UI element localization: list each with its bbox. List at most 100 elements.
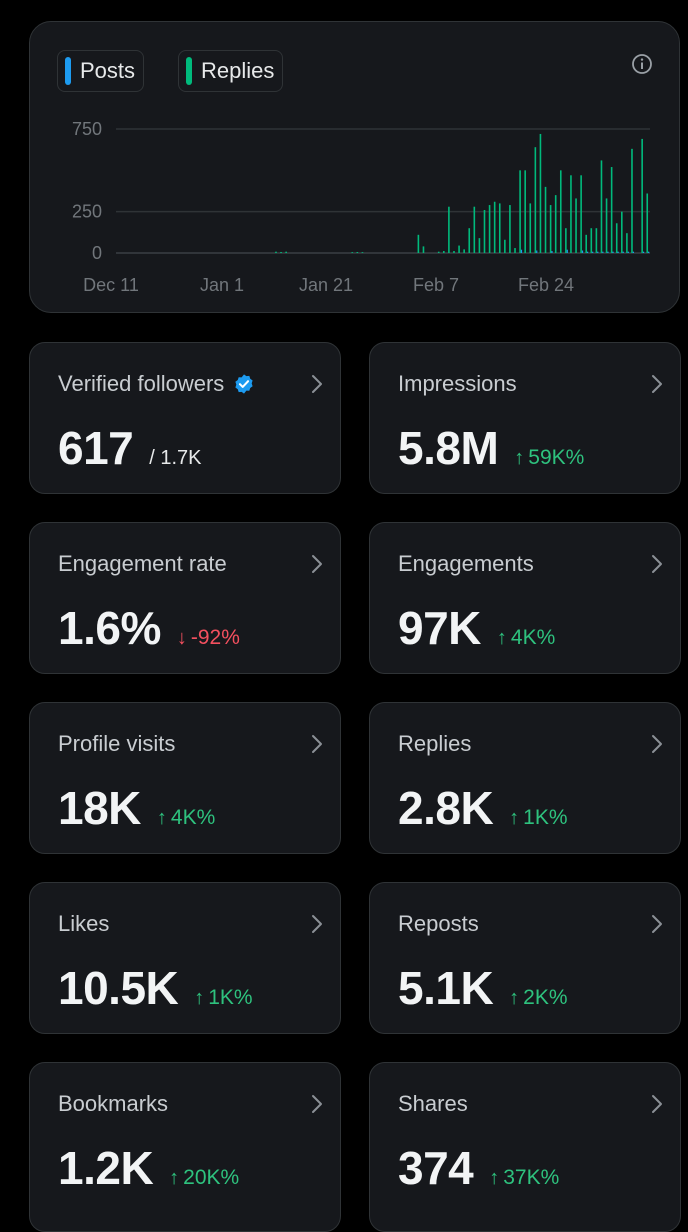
legend-posts-toggle[interactable]: Posts: [57, 50, 145, 92]
metric-change-text: -92%: [190, 626, 240, 649]
metric-change-text: 1K%: [523, 806, 568, 829]
metric-label-text: Likes: [58, 911, 110, 936]
chevron-right-icon[interactable]: [650, 1093, 664, 1115]
legend-posts-label: Posts: [80, 58, 136, 83]
x-tick-label: Dec 11: [83, 275, 139, 295]
metric-change-text: 4K%: [510, 626, 556, 649]
chevron-right-icon[interactable]: [310, 553, 324, 575]
metric-card-profile-visits[interactable]: Profile visits 18K ↑ 4K%: [29, 702, 341, 854]
posts-bar: [551, 251, 553, 253]
x-tick-label: Jan 1: [200, 275, 244, 295]
chevron-right-icon[interactable]: [310, 373, 324, 395]
replies-bar: [504, 239, 506, 253]
metric-change-text: 20K%: [183, 1166, 240, 1189]
posts-bar: [566, 249, 568, 253]
posts-color-swatch: [65, 57, 71, 85]
posts-bar: [602, 251, 604, 253]
posts-bar: [592, 251, 594, 253]
metric-label-text: Reposts: [398, 911, 479, 936]
metric-label: Reposts: [398, 911, 479, 937]
posts-bar: [627, 251, 629, 253]
metric-label: Profile visits: [58, 731, 175, 757]
arrow-up-icon: ↑: [509, 807, 520, 829]
metric-change-text: 2K%: [523, 986, 568, 1009]
arrow-down-icon: ↓: [176, 627, 187, 649]
y-tick-label: 0: [92, 243, 102, 263]
chevron-right-icon[interactable]: [650, 553, 664, 575]
replies-bar: [437, 251, 440, 253]
metric-change: ↑ 1K%: [509, 806, 567, 830]
metric-card-shares[interactable]: Shares 374 ↑ 37K%: [369, 1062, 681, 1232]
metric-card-engagement-rate[interactable]: Engagement rate 1.6% ↓ -92%: [29, 522, 341, 674]
replies-bar: [610, 167, 613, 253]
chevron-right-icon[interactable]: [310, 733, 324, 755]
metric-value-row: 5.1K ↑ 2K%: [398, 961, 568, 1015]
posts-bar: [617, 251, 619, 253]
metric-card-reposts[interactable]: Reposts 5.1K ↑ 2K%: [369, 882, 681, 1034]
metric-card-likes[interactable]: Likes 10.5K ↑ 1K%: [29, 882, 341, 1034]
chevron-right-icon[interactable]: [650, 913, 664, 935]
replies-bar: [595, 228, 598, 253]
chevron-right-icon[interactable]: [650, 733, 664, 755]
replies-bar: [473, 206, 476, 253]
legend-replies-toggle[interactable]: Replies: [178, 50, 284, 92]
metric-label-text: Engagement rate: [58, 551, 227, 576]
metric-value-row: 18K ↑ 4K%: [58, 781, 215, 835]
chevron-right-icon[interactable]: [650, 373, 664, 395]
metric-label: Engagements: [398, 551, 534, 577]
metric-value: 5.8M: [398, 422, 499, 474]
metric-label: Shares: [398, 1091, 468, 1117]
posts-bar: [648, 251, 650, 253]
metric-label-text: Bookmarks: [58, 1091, 169, 1116]
replies-bar: [529, 203, 532, 253]
metric-label: Engagement rate: [58, 551, 227, 577]
posts-bar: [632, 251, 634, 253]
y-tick-label: 250: [72, 202, 102, 222]
chevron-right-icon[interactable]: [310, 1093, 324, 1115]
metric-value-row: 2.8K ↑ 1K%: [398, 781, 568, 835]
metric-value: 1.6%: [58, 602, 161, 654]
replies-bar: [575, 198, 577, 253]
metric-label-text: Profile visits: [58, 731, 176, 756]
metric-change: ↑ 20K%: [169, 1166, 239, 1190]
posts-bar: [642, 251, 645, 253]
replies-bar: [488, 205, 491, 253]
metric-value: 18K: [58, 782, 141, 834]
metric-value: 10.5K: [58, 962, 179, 1014]
metric-value-row: 374 ↑ 37K%: [398, 1141, 559, 1195]
metric-change-text: 37K%: [503, 1166, 560, 1189]
replies-bar: [559, 170, 562, 253]
metric-card-verified-followers[interactable]: Verified followers 617 / 1.7K: [29, 342, 341, 494]
metric-label-text: Shares: [398, 1091, 468, 1116]
arrow-up-icon: ↑: [194, 987, 205, 1009]
metric-value: 374: [398, 1142, 474, 1194]
replies-bar: [580, 175, 582, 253]
replies-bar: [641, 138, 643, 253]
metric-change: ↑ 4K%: [157, 806, 215, 830]
y-tick-label: 750: [72, 119, 102, 139]
replies-bar: [483, 210, 486, 253]
replies-bar: [544, 186, 547, 253]
replies-bar: [453, 251, 455, 253]
x-tick-label: Jan 21: [299, 275, 353, 295]
replies-bar: [361, 252, 364, 253]
replies-bar: [554, 195, 557, 253]
metric-card-engagements[interactable]: Engagements 97K ↑ 4K%: [369, 522, 681, 674]
x-tick-label: Feb 24: [518, 275, 574, 295]
metric-label: Likes: [58, 911, 109, 937]
replies-bar: [468, 228, 471, 253]
replies-bar: [498, 203, 501, 253]
chevron-right-icon[interactable]: [310, 913, 324, 935]
replies-bar: [534, 147, 537, 253]
metric-card-replies[interactable]: Replies 2.8K ↑ 1K%: [369, 702, 681, 854]
replies-bar: [615, 223, 618, 253]
metric-label-text: Impressions: [398, 371, 517, 396]
info-icon[interactable]: [630, 52, 654, 76]
posts-bar: [597, 251, 599, 253]
metric-change: ↑ 37K%: [489, 1166, 559, 1190]
metric-value: 1.2K: [58, 1142, 154, 1194]
metric-change: ↑ 59K%: [514, 446, 584, 470]
metric-card-impressions[interactable]: Impressions 5.8M ↑ 59K%: [369, 342, 681, 494]
metric-value: 2.8K: [398, 782, 494, 834]
metric-card-bookmarks[interactable]: Bookmarks 1.2K ↑ 20K%: [29, 1062, 341, 1232]
